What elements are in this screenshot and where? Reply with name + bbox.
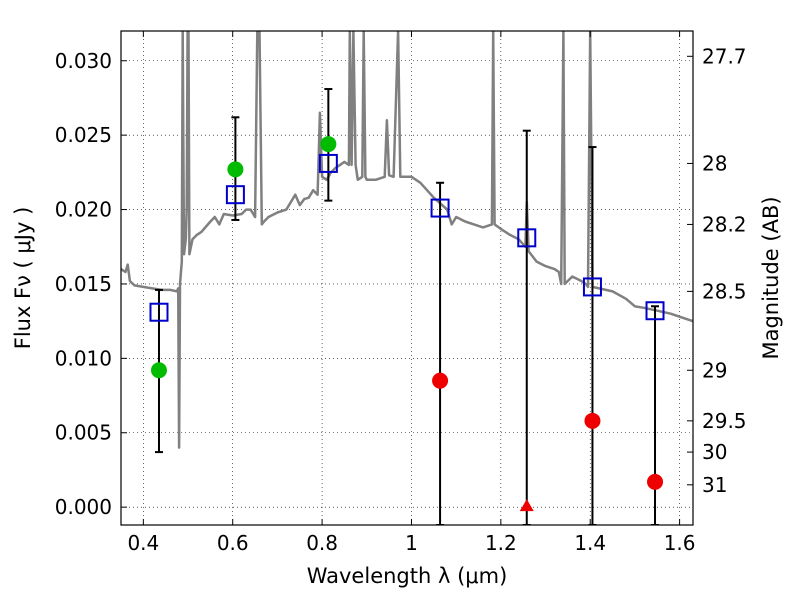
y-tick-label: 0.015 — [55, 272, 112, 296]
mag-tick-label: 30 — [702, 440, 727, 464]
plot-frame — [120, 30, 694, 526]
model-photometry-square — [645, 301, 665, 321]
x-tick-label: 1.4 — [574, 531, 606, 555]
detection-point — [320, 136, 337, 153]
mag-tick-label: 31 — [702, 473, 727, 497]
x-tick-label: 1 — [405, 531, 418, 555]
mag-tick-label: 28.5 — [702, 279, 747, 303]
grid-lines — [121, 31, 693, 525]
y-tick-label: 0.025 — [55, 123, 112, 147]
y-axis-label: Flux Fν ( μJy ) — [11, 207, 35, 350]
y2-axis-label: Magnitude (AB) — [759, 196, 783, 359]
model-photometry-square — [517, 228, 537, 248]
detection-point — [227, 161, 244, 178]
non-detection-point — [432, 372, 449, 389]
non-detection-point — [647, 473, 664, 490]
y-tick-label: 0.030 — [55, 49, 112, 73]
x-axis-label: Wavelength λ (μm) — [307, 564, 508, 588]
y-tick-label: 0.010 — [55, 346, 112, 370]
mag-tick-label: 28.2 — [702, 212, 747, 236]
x-tick-label: 0.4 — [127, 531, 159, 555]
detection-point — [150, 362, 167, 379]
model-photometry-square — [149, 302, 169, 322]
mag-tick-label: 29 — [702, 358, 727, 382]
non-detection-triangle — [519, 499, 534, 512]
model-spectrum-line — [121, 31, 693, 449]
model-photometry-square — [430, 198, 450, 218]
mag-tick-label: 28 — [702, 151, 727, 175]
y-tick-label: 0.000 — [55, 495, 112, 519]
model-photometry-square — [582, 277, 602, 297]
x-tick-label: 0.8 — [306, 531, 338, 555]
mag-tick-label: 27.7 — [702, 44, 747, 68]
x-tick-label: 0.6 — [217, 531, 249, 555]
model-photometry-square — [225, 185, 245, 205]
non-detection-point — [584, 412, 601, 429]
axis-ticks: 0.4 0.6 0.8 1 1.2 1.4 1.6 0.000 0.005 0.010 0.015 0… — [55, 31, 747, 555]
mag-tick-label: 29.5 — [702, 409, 747, 433]
y-tick-label: 0.005 — [55, 421, 112, 445]
x-tick-label: 1.2 — [485, 531, 517, 555]
plot-area — [121, 31, 693, 525]
model-photometry-square — [318, 153, 338, 173]
x-tick-label: 1.6 — [664, 531, 696, 555]
y-tick-label: 0.020 — [55, 198, 112, 222]
